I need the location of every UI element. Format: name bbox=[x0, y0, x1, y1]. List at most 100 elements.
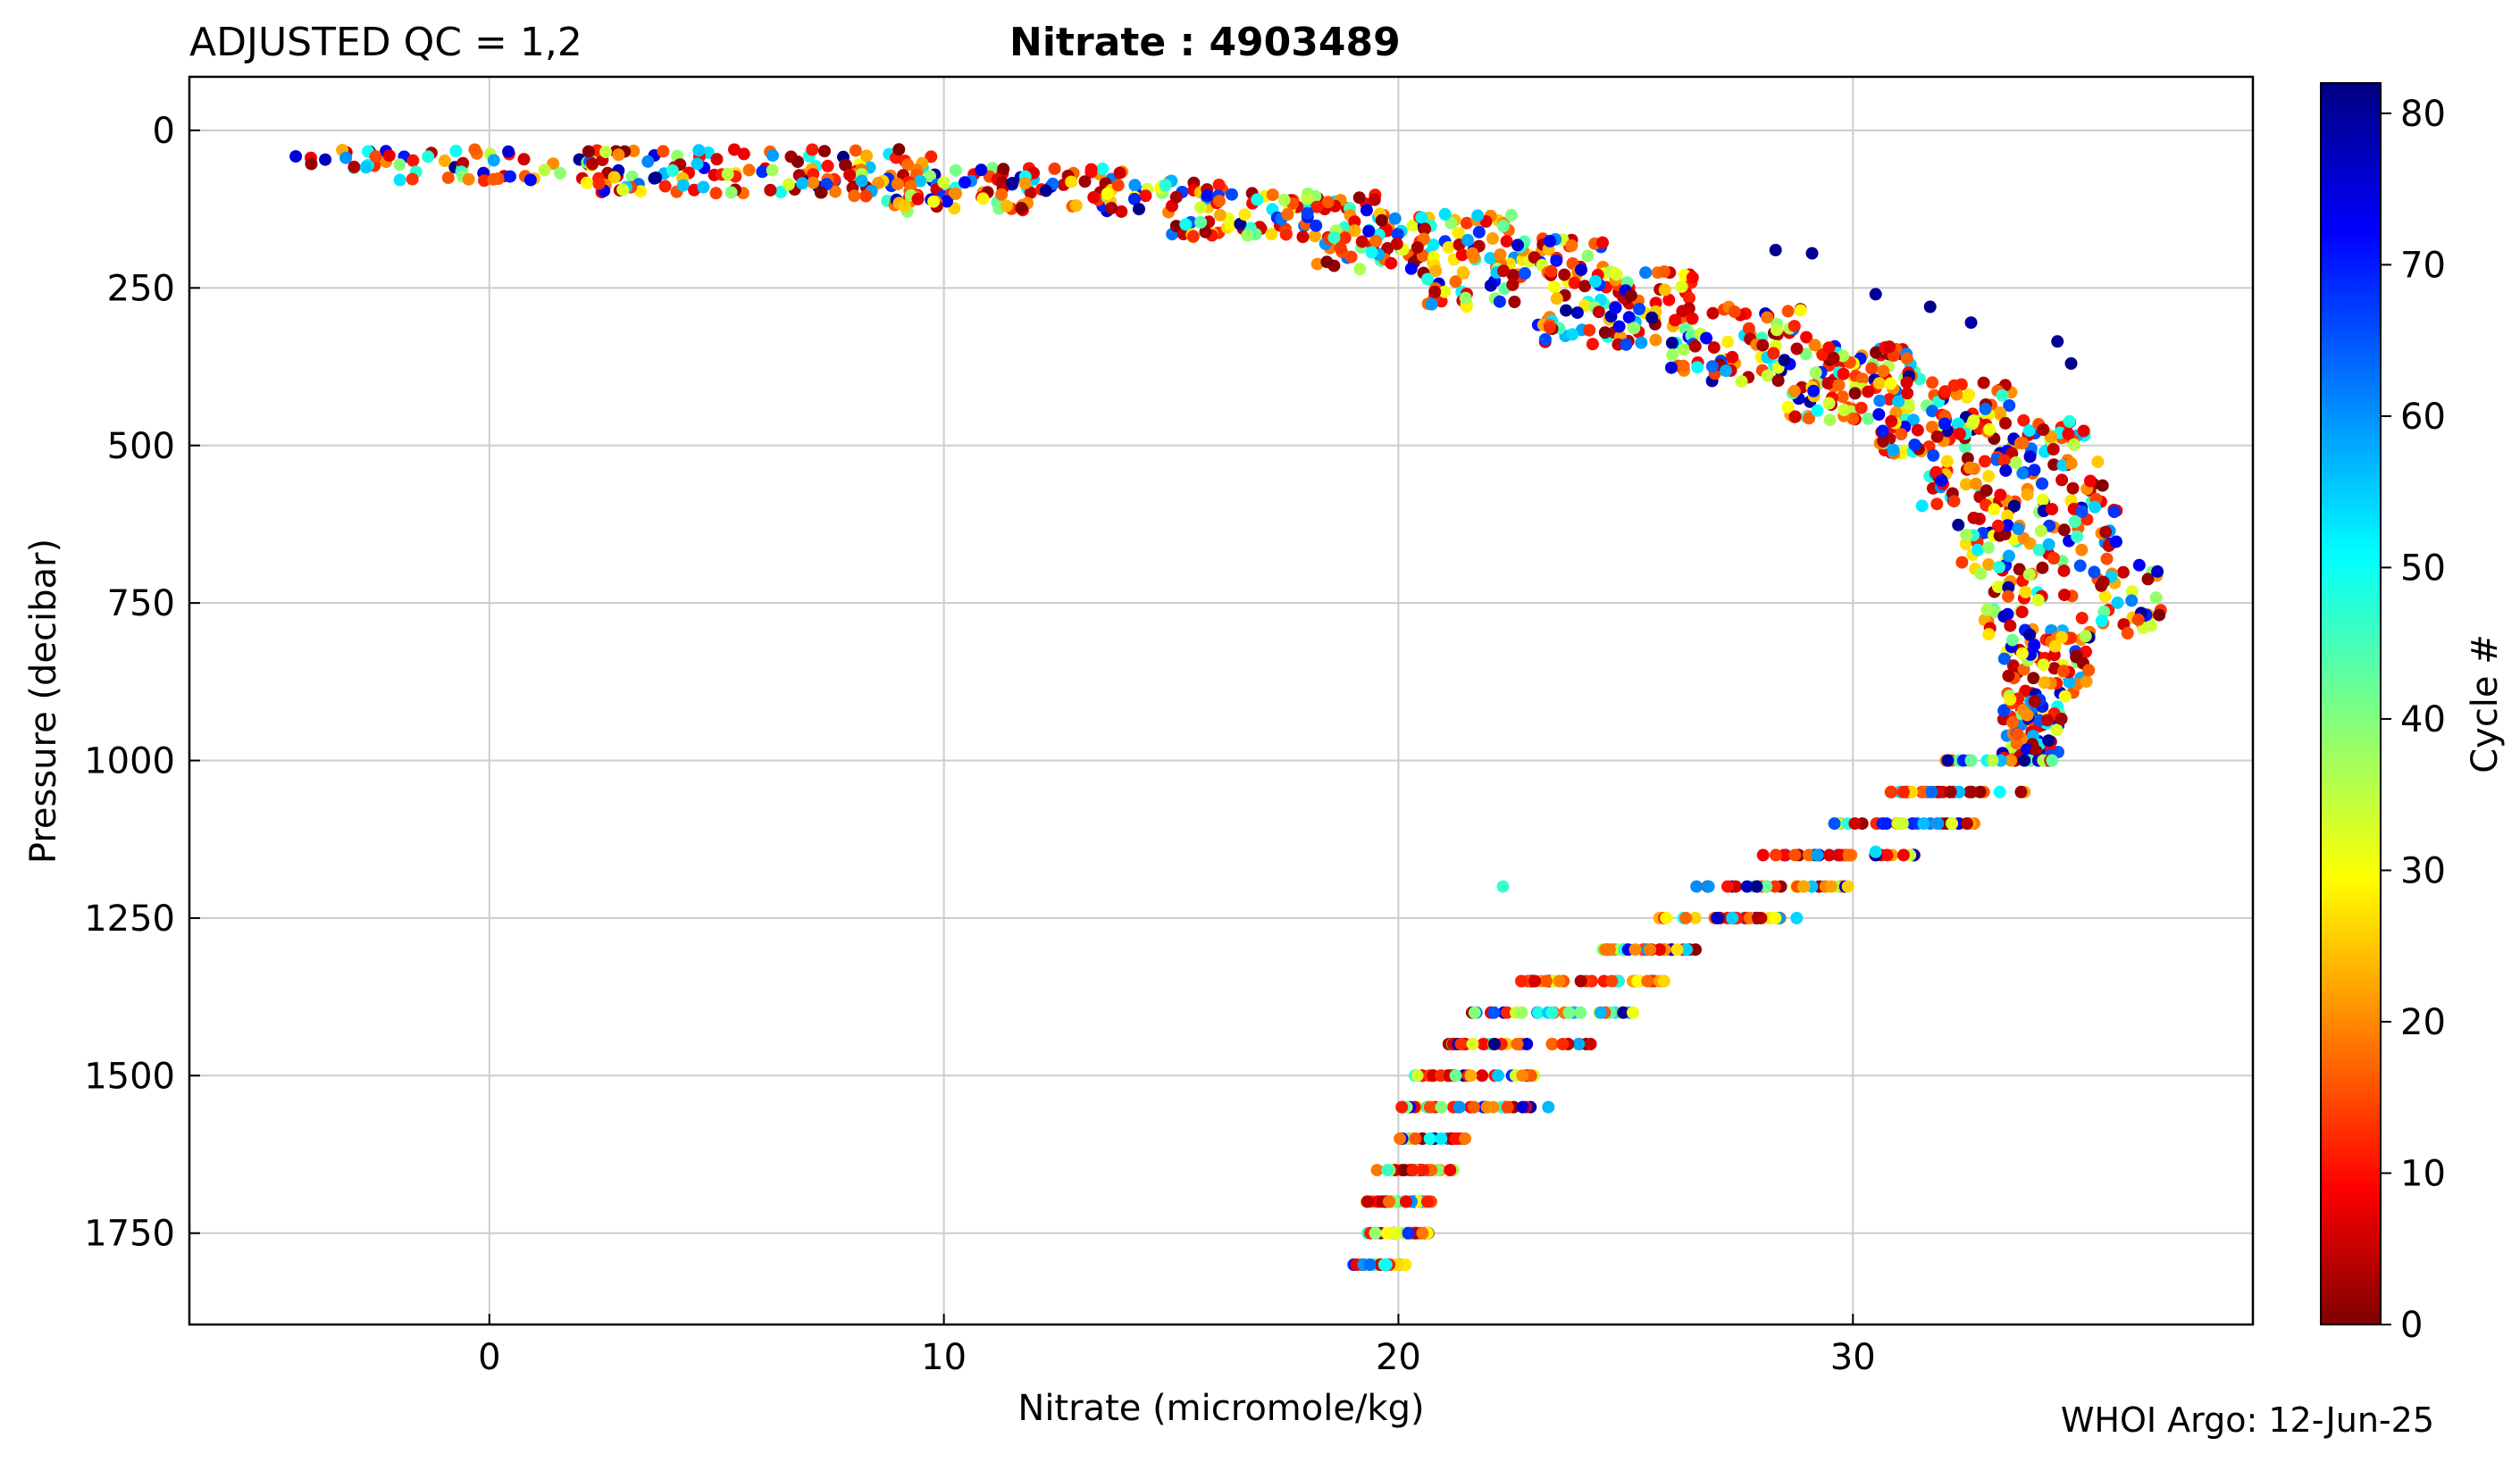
data-point bbox=[1641, 974, 1654, 988]
data-point bbox=[1992, 581, 2005, 593]
data-point bbox=[612, 148, 625, 162]
data-point bbox=[1194, 215, 1208, 229]
data-point bbox=[1756, 848, 1770, 862]
data-point bbox=[1930, 497, 1944, 511]
data-point bbox=[2149, 591, 2163, 605]
data-point bbox=[2032, 543, 2046, 556]
data-point bbox=[1128, 179, 1142, 192]
data-point bbox=[1781, 305, 1795, 318]
data-point bbox=[1492, 1069, 1504, 1082]
data-point bbox=[1848, 817, 1862, 831]
data-point bbox=[1545, 1006, 1559, 1019]
data-point bbox=[1802, 848, 1815, 862]
data-point bbox=[2046, 754, 2059, 767]
data-point bbox=[1105, 202, 1118, 214]
data-point bbox=[1515, 974, 1528, 988]
data-point bbox=[1213, 208, 1227, 221]
data-point bbox=[1855, 372, 1869, 386]
data-point bbox=[1360, 204, 1373, 217]
data-point bbox=[1670, 943, 1684, 957]
data-point bbox=[1988, 503, 2001, 516]
data-point bbox=[1788, 848, 1802, 862]
scatter-points bbox=[289, 143, 2167, 1271]
data-point bbox=[1199, 225, 1212, 238]
data-point bbox=[1466, 247, 1479, 260]
data-point bbox=[1454, 1038, 1468, 1050]
data-point bbox=[1991, 519, 2005, 532]
data-point bbox=[1452, 226, 1465, 239]
data-point bbox=[1635, 336, 1648, 349]
data-point bbox=[599, 146, 613, 159]
data-point bbox=[1726, 350, 1739, 364]
data-point bbox=[2077, 424, 2090, 438]
data-point bbox=[1385, 256, 1398, 270]
data-point bbox=[1946, 817, 1959, 831]
data-point bbox=[339, 151, 353, 164]
data-point bbox=[829, 185, 841, 198]
data-point bbox=[1583, 323, 1596, 337]
data-point bbox=[1960, 528, 1973, 541]
data-point bbox=[914, 174, 927, 188]
data-point bbox=[1980, 484, 1993, 497]
data-point bbox=[1896, 848, 1910, 862]
data-point bbox=[1842, 848, 1855, 862]
data-point bbox=[1790, 911, 1804, 924]
data-point bbox=[1506, 269, 1520, 282]
data-point bbox=[807, 176, 820, 189]
data-point bbox=[1865, 362, 1879, 375]
data-point bbox=[782, 178, 795, 191]
data-point bbox=[1666, 348, 1679, 362]
data-point bbox=[2047, 458, 2061, 472]
data-point bbox=[1365, 246, 1378, 259]
data-point bbox=[2046, 503, 2058, 516]
data-point bbox=[487, 154, 500, 167]
data-point bbox=[1584, 1038, 1597, 1050]
data-point bbox=[1528, 974, 1542, 988]
data-point bbox=[1622, 311, 1636, 324]
data-point bbox=[1321, 196, 1335, 209]
data-point bbox=[1428, 285, 1442, 298]
data-point bbox=[1381, 1164, 1394, 1177]
data-point bbox=[1596, 236, 1609, 249]
data-point bbox=[1657, 974, 1670, 988]
data-point bbox=[1363, 1258, 1377, 1271]
data-point bbox=[1379, 1258, 1393, 1271]
data-point bbox=[2022, 568, 2036, 581]
data-point bbox=[1750, 880, 1763, 893]
data-point bbox=[1633, 303, 1645, 315]
data-point bbox=[1381, 242, 1394, 255]
data-point bbox=[1069, 199, 1083, 213]
data-point bbox=[1761, 311, 1774, 324]
data-point bbox=[1415, 211, 1428, 224]
data-point bbox=[1808, 338, 1821, 352]
data-point bbox=[1617, 1006, 1630, 1019]
data-point bbox=[1999, 416, 2012, 430]
data-point bbox=[1940, 455, 1954, 468]
data-point bbox=[1251, 193, 1264, 206]
data-point bbox=[1425, 297, 1438, 311]
data-point bbox=[1761, 369, 1774, 382]
data-point bbox=[1406, 219, 1419, 232]
data-point bbox=[1310, 257, 1324, 271]
data-point bbox=[2017, 414, 2030, 427]
data-point bbox=[1449, 1069, 1462, 1082]
data-point bbox=[2098, 589, 2112, 603]
data-point bbox=[791, 155, 804, 169]
data-point bbox=[1438, 207, 1452, 221]
data-point bbox=[911, 192, 925, 205]
data-point bbox=[1983, 422, 1997, 436]
data-point bbox=[319, 153, 332, 166]
data-point bbox=[1444, 216, 1458, 230]
data-point bbox=[1838, 404, 1851, 416]
data-point bbox=[1501, 1100, 1514, 1114]
data-point bbox=[1631, 974, 1645, 988]
data-point bbox=[1360, 1195, 1374, 1208]
data-point bbox=[927, 195, 941, 208]
data-point bbox=[1735, 375, 1748, 389]
x-tick-label: 10 bbox=[921, 1337, 967, 1378]
data-point bbox=[1958, 440, 1972, 454]
data-point bbox=[1362, 224, 1376, 238]
data-point bbox=[2084, 474, 2097, 488]
data-point bbox=[1084, 165, 1098, 179]
data-point bbox=[1310, 200, 1324, 213]
